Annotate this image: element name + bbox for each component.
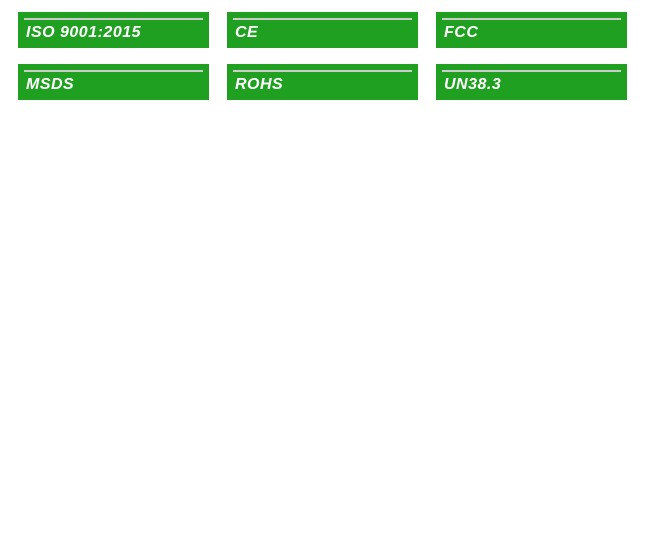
cert-image-un383: TCT 通测检测 Report (报告) 1 Page(页码) 1 of 16 … bbox=[442, 70, 621, 72]
cert-image-msds: TCT 通测检测 MSDS Report Prepared forShenzhe… bbox=[24, 70, 203, 72]
cert-image-fcc: TCT VERIFICATION OF CONFORMITY LABORATOR… bbox=[442, 18, 621, 20]
cert-image-rohs: TCT Report No. TCT180918R Page 1 of 6 Te… bbox=[233, 70, 412, 72]
cert-label-msds: MSDS bbox=[24, 72, 203, 94]
certificate-grid: ISO 9001 Certificate Certificate No. LNS… bbox=[18, 12, 627, 100]
cert-card-fcc: TCT VERIFICATION OF CONFORMITY LABORATOR… bbox=[436, 12, 627, 48]
cert-card-ce: TCT Certificate of Compliance Certificat… bbox=[227, 12, 418, 48]
cert-card-iso: ISO 9001 Certificate Certificate No. LNS… bbox=[18, 12, 209, 48]
iso-watermark: ISO 9001 bbox=[136, 18, 159, 20]
cert-label-rohs: ROHS bbox=[233, 72, 412, 94]
cert-image-iso: ISO 9001 Certificate Certificate No. LNS… bbox=[24, 18, 203, 20]
cert-card-rohs: TCT Report No. TCT180918R Page 1 of 6 Te… bbox=[227, 64, 418, 100]
cert-label-iso: ISO 9001:2015 bbox=[24, 20, 203, 42]
cert-label-un383: UN38.3 bbox=[442, 72, 621, 94]
cert-label-ce: CE bbox=[233, 20, 412, 42]
cert-card-msds: TCT 通测检测 MSDS Report Prepared forShenzhe… bbox=[18, 64, 209, 100]
cert-label-fcc: FCC bbox=[442, 20, 621, 42]
cert-card-un383: TCT 通测检测 Report (报告) 1 Page(页码) 1 of 16 … bbox=[436, 64, 627, 100]
cert-image-ce: TCT Certificate of Compliance Certificat… bbox=[233, 18, 412, 20]
